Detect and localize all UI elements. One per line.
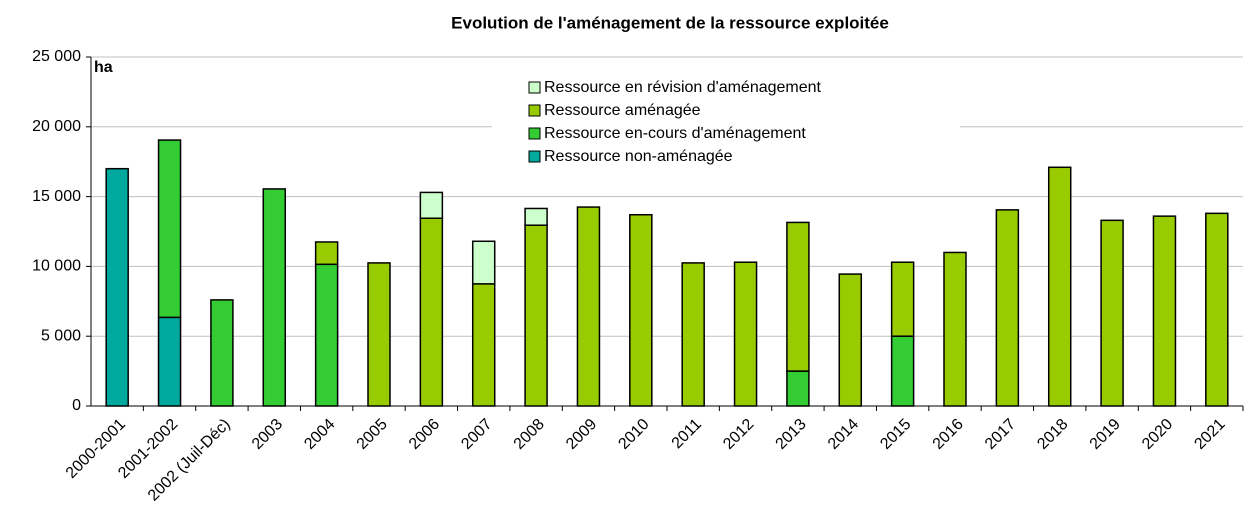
bar-segment: [943, 251, 967, 407]
y-tick-label: 0: [72, 397, 81, 414]
legend-label: Ressource en révision d'aménagement: [544, 79, 822, 96]
chart-title: Evolution de l'aménagement de la ressour…: [451, 13, 889, 32]
x-tick-label: 2012: [720, 416, 757, 453]
bar-segment: [838, 273, 863, 407]
legend-swatch: [528, 127, 541, 140]
legend-swatch: [528, 104, 541, 117]
bar-segment: [524, 207, 548, 226]
y-tick-label: 25 000: [32, 48, 81, 65]
bar-segment: [314, 263, 339, 407]
x-tick-label: 2019: [1087, 416, 1124, 453]
x-tick-label: 2010: [615, 416, 652, 453]
x-tick-label: 2021: [1191, 416, 1228, 453]
bar-segment: [786, 370, 810, 407]
bar-segment: [629, 213, 653, 407]
x-tick-label: 2020: [1139, 416, 1176, 453]
x-tick-label: 2008: [511, 416, 548, 453]
bar-segment: [1047, 166, 1072, 407]
x-tick-label: 2011: [669, 416, 705, 452]
x-tick-label: 2016: [930, 416, 967, 453]
legend-label: Ressource non-aménagée: [544, 148, 733, 165]
legend-label: Ressource aménagée: [544, 102, 701, 119]
legend-label: Ressource en-cours d'aménagement: [544, 125, 806, 142]
x-tick-label: 2006: [406, 416, 443, 453]
x-tick-label: 2005: [354, 416, 391, 453]
bar-segment: [995, 209, 1020, 407]
x-tick-label: 2007: [458, 416, 495, 453]
bar-segment: [890, 335, 915, 407]
bar-segment: [471, 283, 496, 407]
bar-segment: [1152, 215, 1177, 407]
bar-segment: [314, 241, 339, 266]
x-tick-label: 2013: [773, 416, 810, 453]
y-axis-label: ha: [94, 59, 113, 76]
x-tick-label: 2017: [982, 416, 1019, 453]
bar-segment: [419, 217, 444, 407]
bar-segment: [1205, 212, 1229, 407]
y-tick-label: 10 000: [32, 258, 81, 275]
legend-box: [492, 76, 960, 180]
bar-segment: [157, 139, 182, 319]
bar-segment: [262, 188, 287, 407]
bar-segment: [890, 261, 915, 337]
bar-segment: [524, 224, 548, 407]
x-tick-label: 2003: [249, 416, 286, 453]
x-tick-label: 2018: [1034, 416, 1071, 453]
bar-segment: [210, 299, 234, 407]
bar-segment: [157, 316, 182, 407]
x-tick-label: 2004: [301, 416, 338, 453]
legend-swatch: [528, 81, 541, 94]
x-tick-label: 2014: [825, 416, 862, 453]
x-tick-label: 2015: [877, 416, 914, 453]
bar-segment: [681, 262, 705, 407]
y-tick-label: 15 000: [32, 188, 81, 205]
bar-segment: [419, 191, 444, 219]
bar-segment: [367, 262, 391, 407]
bar-segment: [471, 240, 496, 285]
y-tick-label: 20 000: [32, 118, 81, 135]
bar-segment: [105, 167, 129, 407]
bar-segment: [576, 206, 601, 407]
y-tick-label: 5 000: [41, 327, 81, 344]
legend-swatch: [528, 150, 541, 163]
bar-segment: [786, 221, 810, 372]
bar-segment: [733, 261, 758, 407]
x-tick-label: 2009: [563, 416, 600, 453]
bar-segment: [1100, 219, 1124, 407]
